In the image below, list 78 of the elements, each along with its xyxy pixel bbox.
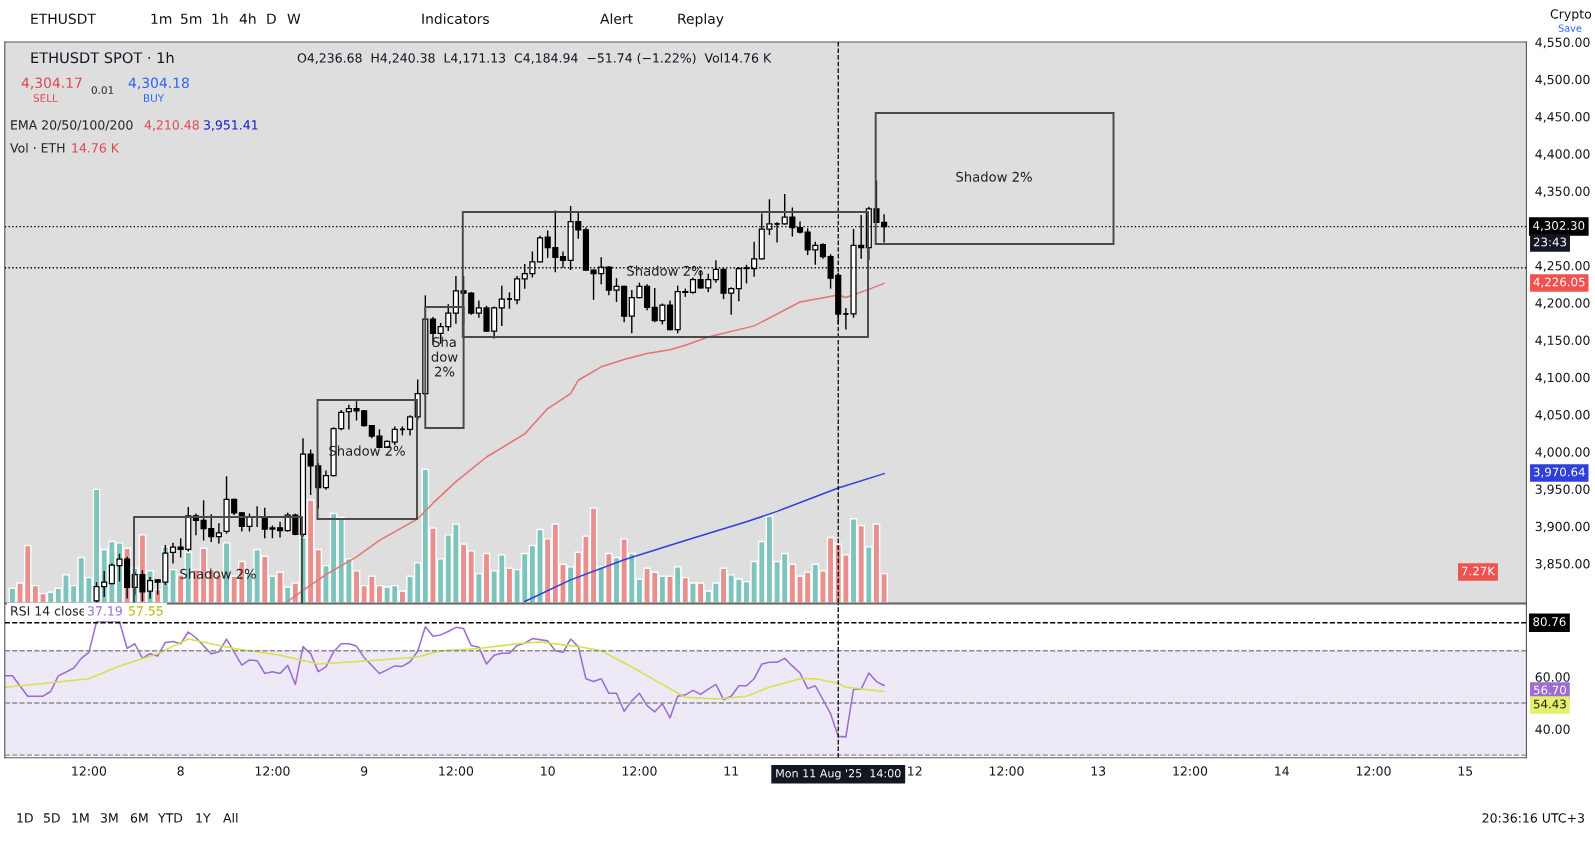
annotation: Shadow 2% xyxy=(956,171,1032,182)
ref-line-label: Mon 11 Aug '25 14:00 xyxy=(776,769,901,780)
annotation: 7.27K xyxy=(1461,566,1496,576)
text: 1m xyxy=(151,13,172,24)
y-tick-label: 3,950.00 xyxy=(1535,484,1590,496)
y-tick-label: 4,500.00 xyxy=(1535,74,1590,86)
x-tick-label: 8 xyxy=(177,766,184,776)
y-tick-label: 4,400.00 xyxy=(1535,149,1590,160)
text: 1h xyxy=(212,13,228,24)
x-tick-label: 10 xyxy=(541,766,555,776)
y-tick-label: 4,350.00 xyxy=(1535,186,1590,198)
x-tick-label: 11 xyxy=(724,766,738,776)
x-tick-label: 12:00 xyxy=(622,766,657,776)
text: 4h xyxy=(239,13,256,24)
annotation: 3,951.41 xyxy=(203,120,258,131)
x-tick-label: 12:00 xyxy=(72,766,107,776)
y-tick-label: 3,900.00 xyxy=(1535,521,1590,533)
text: YTD xyxy=(157,813,183,823)
text: 4,226.05 xyxy=(1533,277,1585,288)
text: ETHUSDT SPOT · 1h xyxy=(31,51,174,64)
text: Save xyxy=(1558,24,1582,32)
annotation: Shadow 2% xyxy=(627,265,703,276)
y-tick-label: 40.00 xyxy=(1535,724,1570,734)
x-tick-label: 9 xyxy=(360,766,368,776)
y-tick-label: 4,250.00 xyxy=(1535,261,1590,272)
text: Indicators xyxy=(422,13,489,25)
annotation: Shadow 2% xyxy=(180,568,256,579)
x-tick-label: 12:00 xyxy=(439,766,474,776)
text: 1Y xyxy=(196,813,211,823)
annotation: BUY xyxy=(144,94,165,103)
y-tick-label: 4,100.00 xyxy=(1535,372,1590,384)
text: 23:43 xyxy=(1533,237,1567,247)
text: 1M xyxy=(72,813,89,823)
x-tick-label: 12 xyxy=(908,766,922,776)
text: 5D xyxy=(43,813,60,823)
x-tick-label: 14 xyxy=(1275,766,1289,776)
text: All xyxy=(223,812,238,823)
ref-line-label: 4,302.30 xyxy=(1533,221,1585,232)
text: 3M xyxy=(100,813,118,823)
y-tick-label: 4,000.00 xyxy=(1535,447,1590,458)
text: W xyxy=(287,13,301,24)
annotation: 57.55 xyxy=(128,606,163,616)
y-tick-label: 4,050.00 xyxy=(1535,410,1590,421)
annotation: 14.76 K xyxy=(72,143,120,153)
annotation: EMA 20/50/100/200 xyxy=(11,120,133,131)
x-tick-label: 12:00 xyxy=(255,766,290,776)
x-tick-label: 12:00 xyxy=(989,766,1024,776)
annotation: 4,210.48 xyxy=(144,120,199,131)
y-tick-label: 4,550.00 xyxy=(1535,37,1590,49)
annotation: 37.19 xyxy=(87,606,122,616)
text: 5m xyxy=(181,13,202,25)
text: O4,236.68 H4,240.38 L4,171.13 C4,184.94 −51.74 (−1.22%) Vol14.76 K xyxy=(297,52,772,65)
x-tick-label: 13 xyxy=(1091,766,1106,776)
y-tick-label: 4,150.00 xyxy=(1535,335,1590,347)
x-tick-label: 12:00 xyxy=(1173,766,1208,776)
y-tick-label: 4,200.00 xyxy=(1535,298,1590,309)
y-tick-label: 60.00 xyxy=(1535,672,1570,682)
text: 3,970.64 xyxy=(1533,467,1585,478)
text: Replay xyxy=(678,13,724,27)
annotation: Vol · ETH xyxy=(10,142,65,153)
text: D xyxy=(267,13,276,24)
ref-line-label: 80.76 xyxy=(1533,617,1566,627)
annotation: 0.01 xyxy=(91,86,114,95)
text: 56.70 xyxy=(1533,685,1567,695)
x-tick-label: 12:00 xyxy=(1356,766,1391,776)
text: Crypto xyxy=(1550,9,1592,22)
x-tick-label: 15 xyxy=(1458,766,1473,776)
text: Alert xyxy=(600,13,633,25)
annotation: 4,304.17 xyxy=(21,77,82,90)
text: 6M xyxy=(130,813,148,823)
y-tick-label: 4,450.00 xyxy=(1535,112,1590,123)
text: ETHUSDT xyxy=(31,13,96,25)
text: 1D xyxy=(17,813,33,823)
annotation: 4,304.18 xyxy=(128,77,189,90)
text: 54.43 xyxy=(1533,699,1566,709)
y-tick-label: 3,850.00 xyxy=(1535,558,1590,570)
annotation: SELL xyxy=(33,94,58,103)
text: 20:36:16 UTC+3 xyxy=(1482,813,1584,823)
